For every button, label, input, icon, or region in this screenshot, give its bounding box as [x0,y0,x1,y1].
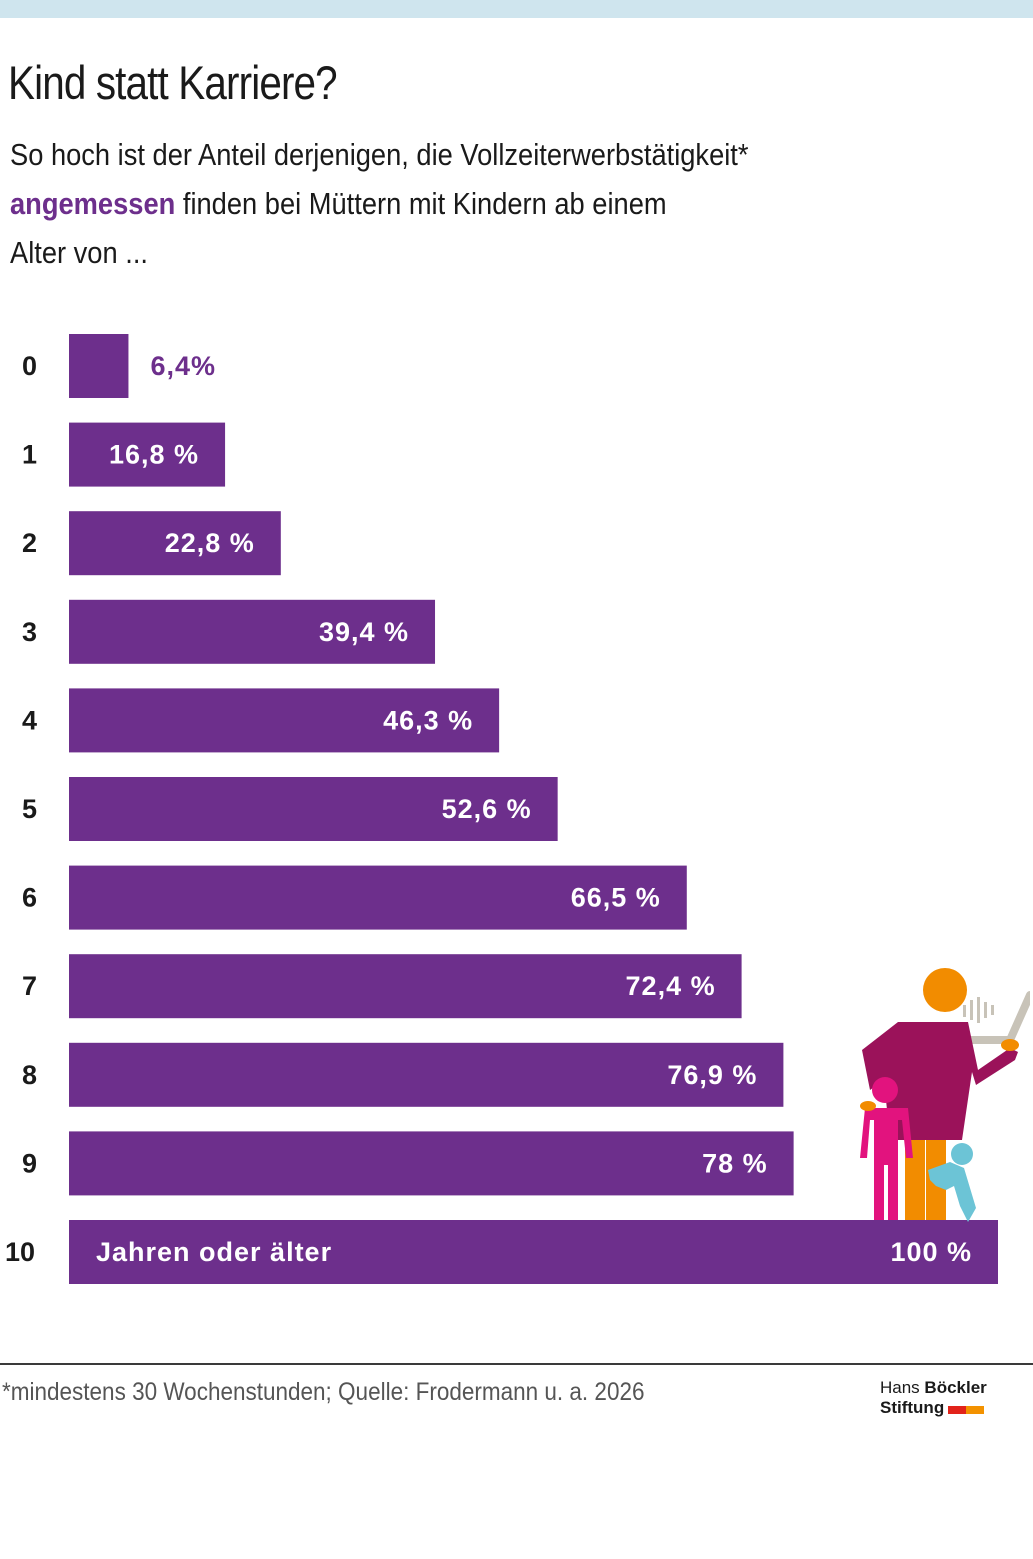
value-label: 52,6 % [442,794,532,824]
logo-bars-icon [948,1399,985,1419]
value-label: 66,5 % [571,883,661,913]
category-label: 1 [22,440,37,470]
bar [69,1220,998,1284]
bar [69,1042,784,1107]
subtitle-line-2: angemessen finden bei Müttern mit Kinder… [10,179,890,228]
category-label: 9 [22,1148,37,1178]
bar [69,954,742,1019]
bar [69,334,129,398]
hans-boeckler-stiftung-logo: Hans Böckler Stiftung [880,1378,1030,1419]
value-label: 22,8 % [165,528,255,558]
bar [69,1131,794,1196]
subtitle-highlight: angemessen [10,186,176,221]
value-label: 76,9 % [667,1060,757,1090]
value-label: 72,4 % [626,971,716,1001]
logo-line-2: Stiftung [880,1398,1030,1419]
category-label: 8 [22,1060,37,1090]
chart-subtitle: So hoch ist der Anteil derjenigen, die V… [10,130,890,277]
bar [69,422,226,487]
value-label: 39,4 % [319,617,409,647]
category-label: 3 [22,617,37,647]
footer-divider [0,1363,1033,1365]
mother-with-children-laptop-icon [860,968,1030,1222]
bar-inline-label: Jahren oder älter [96,1237,332,1267]
value-label: 46,3 % [383,705,473,735]
logo-red-bar [948,1405,967,1414]
chart-title: Kind statt Karriere? [8,56,338,109]
subtitle-text: finden bei Müttern mit Kindern ab einem [175,186,667,221]
value-label: 100 % [890,1237,972,1267]
category-label: 4 [22,705,37,735]
logo-orange-bar [966,1405,985,1414]
value-label: 16,8 % [109,440,199,470]
bar [69,511,281,576]
logo-text-regular: Hans [880,1378,925,1397]
bar [69,777,558,841]
logo-text-stiftung: Stiftung [880,1398,945,1417]
bar [69,599,436,664]
category-label: 7 [22,971,37,1001]
bar [69,688,500,753]
logo-text-bold: Böckler [924,1378,987,1397]
bar [69,865,687,930]
subtitle-text: Alter von ... [10,235,148,270]
bar-chart: 0 6,4% 1 16,8 % 2 22,8 % 3 39,4 % 4 46,3 % 5 52,6 %… [5,334,998,1284]
subtitle-line-1: So hoch ist der Anteil derjenigen, die V… [10,130,890,179]
value-label: 78 % [702,1148,768,1178]
category-label: 10 [5,1237,35,1267]
category-label: 0 [22,351,37,381]
subtitle-line-3: Alter von ... [10,228,890,277]
category-label: 5 [22,794,37,824]
category-label: 6 [22,883,37,913]
category-label: 2 [22,528,37,558]
logo-line-1: Hans Böckler [880,1378,1030,1398]
source-footnote: *mindestens 30 Wochenstunden; Quelle: Fr… [2,1378,645,1406]
subtitle-text: So hoch ist der Anteil derjenigen, die V… [10,137,749,172]
top-band [0,0,1033,18]
value-label: 6,4% [150,351,216,381]
